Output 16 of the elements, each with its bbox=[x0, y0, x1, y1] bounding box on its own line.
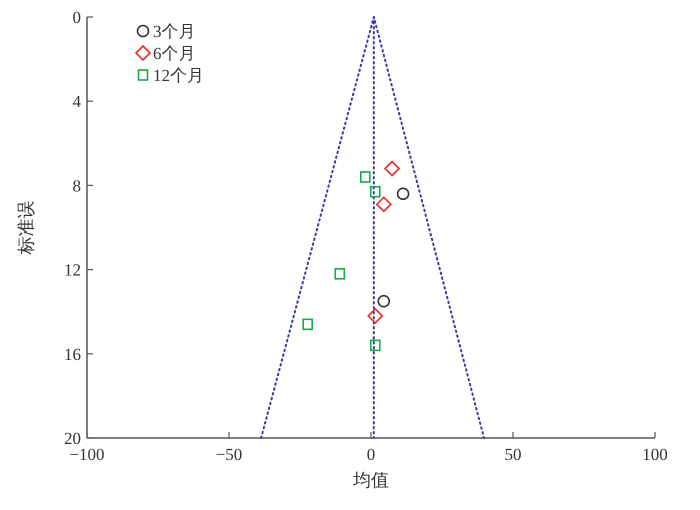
y-tick-label: 0 bbox=[72, 8, 81, 27]
y-tick-label: 16 bbox=[64, 344, 81, 364]
x-tick-label: 100 bbox=[642, 445, 668, 464]
legend-label: 3个月 bbox=[153, 22, 196, 41]
y-tick-label: 4 bbox=[72, 92, 82, 112]
x-tick-label: 50 bbox=[504, 445, 522, 464]
x-axis-title: 均值 bbox=[352, 470, 389, 490]
legend-label: 12个月 bbox=[153, 66, 204, 85]
y-tick-label: 8 bbox=[72, 176, 81, 196]
y-tick-label: 12 bbox=[64, 260, 81, 280]
y-axis-title: 标准误 bbox=[16, 200, 36, 256]
x-tick-label: 0 bbox=[366, 445, 376, 464]
y-tick-label: 20 bbox=[64, 429, 81, 448]
legend-label: 6个月 bbox=[153, 44, 196, 63]
x-tick-label: −50 bbox=[216, 445, 242, 464]
x-tick-label: −100 bbox=[69, 445, 105, 464]
